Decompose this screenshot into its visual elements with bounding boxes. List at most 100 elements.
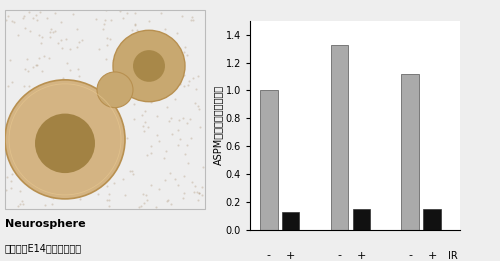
Bar [260,91,278,230]
Point [114,53,122,57]
Point [44,173,52,177]
Point [22,57,30,61]
Point [120,80,128,85]
Point [29,180,37,184]
Point [33,18,41,22]
Point [38,34,46,39]
Point [190,190,198,194]
Point [59,143,67,147]
Point [61,133,69,137]
Point [86,184,94,188]
Point [72,98,80,103]
Point [152,205,160,209]
Point [62,126,70,130]
Point [142,153,150,157]
Point [198,185,206,189]
Point [192,86,200,91]
Point [160,45,168,50]
Point [195,107,203,111]
Point [163,105,171,109]
Circle shape [97,72,133,108]
Point [54,40,62,45]
Circle shape [113,30,185,102]
Point [182,52,190,57]
Point [56,190,64,194]
Point [171,177,179,181]
Point [14,33,22,37]
Point [149,90,157,94]
Point [20,14,28,19]
Point [20,67,28,71]
Point [105,192,113,197]
Point [58,181,66,186]
Point [16,189,24,193]
Y-axis label: ASPM遺伝子の発現レベル: ASPM遺伝子の発現レベル [213,85,223,165]
Point [157,11,165,15]
Point [80,152,88,157]
Point [74,40,82,44]
Point [25,10,33,14]
Point [69,82,77,86]
Point [196,124,203,129]
Point [146,183,154,187]
Point [48,195,56,200]
Point [138,113,146,117]
Point [94,192,102,196]
Point [8,159,16,163]
Point [106,37,114,41]
Point [59,157,67,161]
Text: IR: IR [448,251,458,260]
Point [156,39,164,43]
Point [50,30,58,34]
Bar [423,209,441,230]
Point [108,91,116,95]
Point [64,189,72,193]
Point [174,128,182,132]
Point [96,47,104,51]
Point [20,84,28,88]
Text: +: + [356,251,366,260]
Point [132,89,140,93]
Point [19,16,27,20]
Point [104,204,112,208]
Point [104,36,112,40]
Point [68,187,76,191]
Point [51,29,59,33]
Text: -: - [408,251,412,260]
Point [49,96,57,100]
Point [103,183,111,188]
Point [6,158,14,162]
Point [136,204,144,209]
Bar [330,45,348,230]
Point [114,131,122,135]
Point [78,130,86,134]
Point [38,69,46,73]
Point [88,176,96,180]
Point [66,132,74,136]
Point [155,139,163,143]
Point [188,14,196,19]
Point [183,121,191,125]
Point [199,164,207,169]
Point [72,45,80,49]
Point [8,172,16,176]
Point [115,57,123,61]
Point [140,129,148,133]
Point [26,109,34,113]
Point [147,144,155,148]
Point [74,183,82,188]
Point [8,19,16,23]
Point [107,18,115,22]
Point [172,54,179,58]
Point [6,58,14,62]
Point [83,129,91,134]
Point [162,149,170,153]
Point [158,60,166,64]
Point [133,28,141,32]
Point [44,16,52,20]
Point [99,27,107,31]
Point [122,136,130,140]
Point [189,17,197,22]
Point [184,83,192,87]
Point [136,204,143,209]
